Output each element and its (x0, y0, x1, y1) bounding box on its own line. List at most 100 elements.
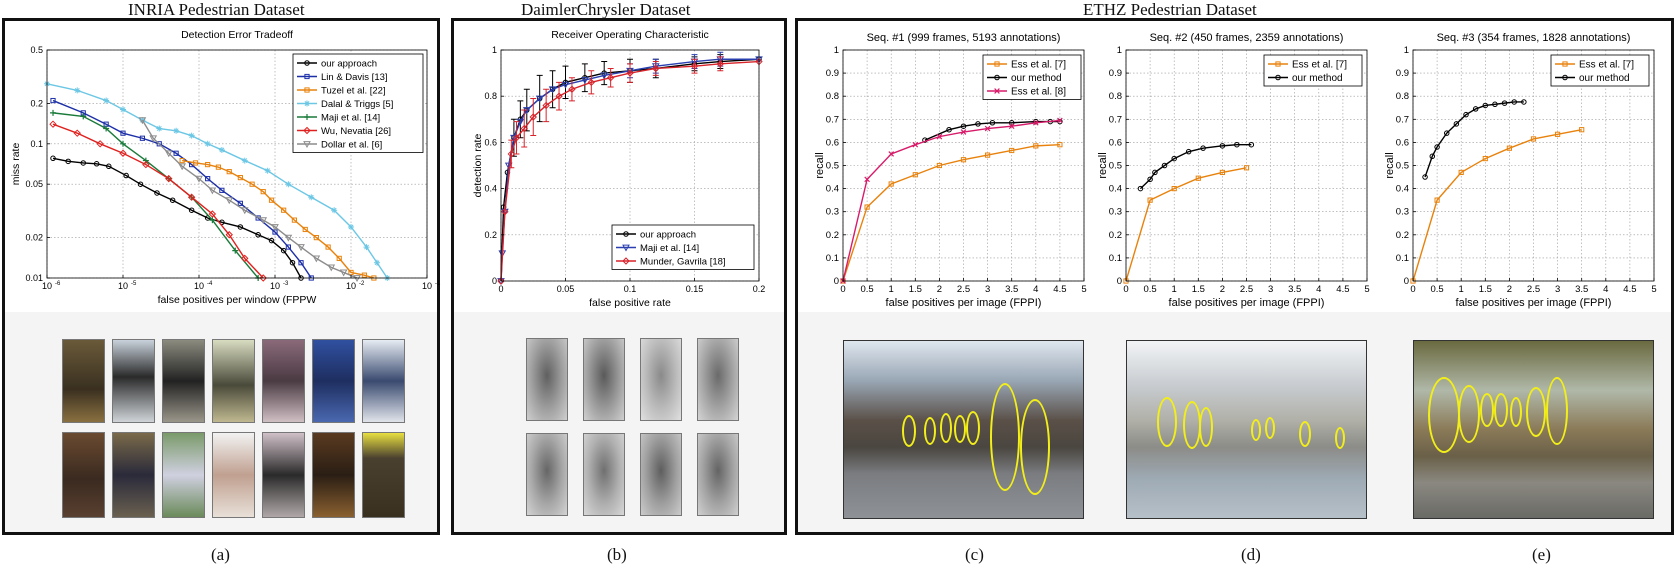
x-tick-label: 0 (840, 284, 845, 295)
x-tick-label: 1 (1459, 284, 1464, 295)
y-tick-label: 0.9 (1396, 68, 1409, 79)
y-tick-label: 0 (1117, 276, 1122, 287)
data-point (361, 272, 367, 278)
x-axis-label: false positive rate (589, 297, 671, 309)
y-tick-label: 0.3 (1109, 207, 1122, 218)
daimler-sample-image (640, 338, 682, 421)
detection-ellipse (1494, 393, 1508, 427)
error-bar (556, 81, 563, 111)
x-tick-label: 3.5 (1005, 284, 1018, 295)
data-point (348, 269, 354, 276)
daimler-sample-image (583, 433, 625, 516)
data-point (1057, 117, 1063, 124)
x-tick-label: 1.5 (1479, 284, 1492, 295)
data-point (975, 121, 981, 127)
y-axis-label: recall (1097, 152, 1109, 178)
data-point (1219, 143, 1226, 149)
data-point (946, 126, 952, 133)
data-point (1506, 145, 1513, 151)
detection-ellipse (990, 383, 1020, 491)
detection-ellipse (1510, 397, 1522, 427)
series-ess-et-al-7- (1123, 165, 1250, 284)
legend-label: our approach (321, 59, 377, 70)
daimler-sample-image (526, 433, 568, 516)
data-point (139, 135, 146, 141)
x-tick-label: 10 (422, 281, 432, 291)
series-munder-gavrila-18- (497, 56, 763, 285)
data-point (119, 149, 127, 157)
data-point (154, 190, 160, 196)
detection-ellipse (924, 417, 936, 445)
legend-label: Ess et al. [7] (1011, 60, 1066, 71)
y-tick-label: 0.2 (826, 230, 839, 241)
data-point (520, 124, 528, 133)
x-tick-label: 10 (346, 281, 356, 291)
x-tick-label: 1.5 (909, 284, 922, 295)
data-point (103, 97, 110, 104)
data-point (164, 150, 173, 158)
legend-label: our approach (640, 230, 696, 241)
data-point (1458, 169, 1464, 176)
legend-box (1263, 54, 1363, 87)
data-point (912, 172, 918, 178)
data-point (548, 86, 557, 94)
y-tick-label: 0 (834, 276, 839, 287)
data-point (936, 162, 942, 169)
data-point (1434, 144, 1440, 150)
data-point (960, 123, 967, 129)
x-tick-label: 0.2 (753, 284, 766, 294)
y-tick-label: 0 (1404, 276, 1409, 287)
series-line (141, 119, 358, 279)
data-point (622, 257, 630, 265)
data-point (568, 85, 576, 93)
data-point (985, 152, 991, 158)
y-tick-label: 0.9 (1109, 68, 1122, 79)
data-point (1234, 141, 1240, 148)
data-point (1511, 99, 1517, 105)
data-point (348, 223, 354, 230)
x-tick-exponent: -1 (435, 281, 441, 287)
data-point (325, 244, 331, 250)
data-point (120, 140, 126, 147)
data-point (1422, 174, 1428, 180)
data-point (623, 231, 629, 237)
y-tick-label: 0.8 (484, 91, 497, 101)
data-point (205, 176, 211, 182)
data-point (249, 181, 255, 187)
data-point (304, 73, 310, 80)
legend-label: our method (1292, 73, 1343, 84)
data-point (173, 127, 180, 134)
y-tick-label: 0.6 (826, 137, 839, 148)
data-point (984, 125, 991, 132)
series-line (1412, 129, 1582, 282)
chart-title: Seq. #3 (354 frames, 1828 annotations) (1437, 32, 1631, 44)
data-point (1008, 123, 1015, 130)
data-point (1434, 197, 1440, 203)
series-maji-et-al-14- (50, 109, 262, 281)
data-point (652, 64, 660, 73)
data-point (497, 277, 505, 285)
y-tick-label: 0.5 (826, 161, 839, 172)
series-tuzel-et-al-22- (179, 157, 377, 281)
detection-ellipse (1458, 385, 1480, 443)
y-tick-label: 0.5 (1109, 161, 1122, 172)
y-tick-label: 0.1 (826, 253, 839, 264)
data-point (1248, 141, 1255, 148)
x-tick-label: 3.5 (1288, 284, 1301, 295)
data-point (1033, 143, 1039, 149)
legend: our approach Lin & Davis [13] Tuzel et al.… (292, 53, 424, 153)
x-tick-label: 2.5 (957, 284, 970, 295)
y-axis-label: detection rate (472, 134, 484, 198)
data-point (259, 217, 268, 225)
data-point (289, 259, 296, 266)
detection-ellipse (954, 415, 966, 443)
series-line (1139, 144, 1252, 190)
chart-title: Seq. #1 (999 frames, 5193 annotations) (867, 32, 1061, 44)
x-tick-exponent: -3 (283, 281, 289, 287)
x-tick-label: 10 (194, 281, 204, 291)
data-point (1463, 111, 1469, 118)
daimler-sample-image (697, 433, 739, 516)
x-tick-label: 2 (1507, 284, 1512, 295)
y-tick-label: 0.1 (1109, 253, 1122, 264)
